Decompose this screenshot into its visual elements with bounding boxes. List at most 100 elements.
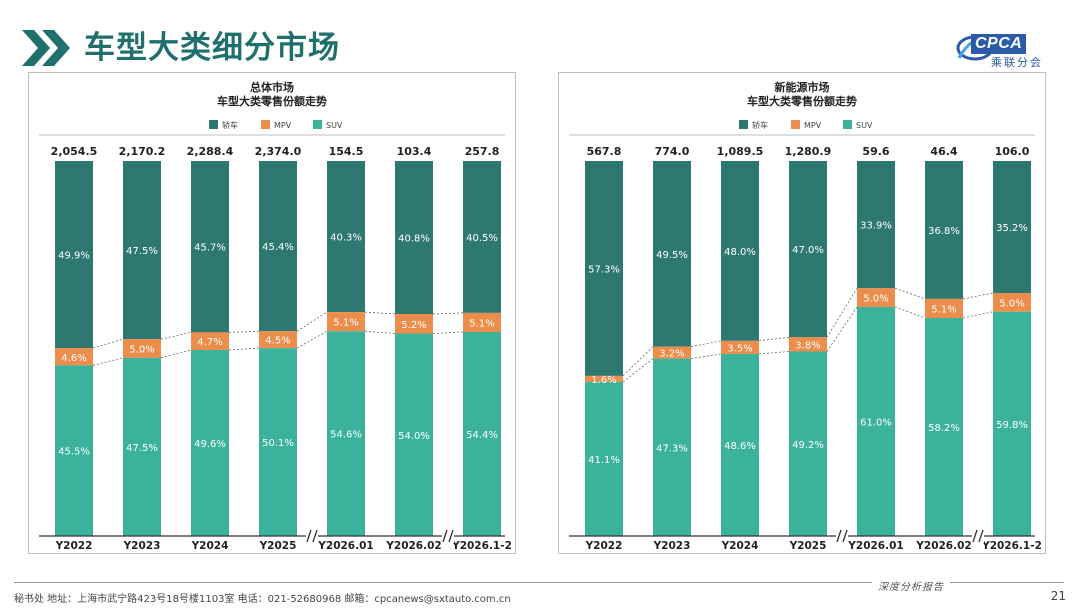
axis-break-gap — [442, 529, 454, 543]
bar-sedan — [857, 161, 895, 289]
bar-mpv — [993, 293, 1031, 312]
axis-break-gap — [836, 529, 848, 543]
legend-swatch — [261, 120, 270, 129]
connector-line — [758, 351, 790, 355]
bar-sedan — [123, 161, 161, 340]
bar-sedan — [463, 161, 501, 313]
data-label-sedan: 36.8% — [928, 226, 960, 237]
data-label-sedan: 35.2% — [996, 223, 1028, 234]
connector-line — [962, 292, 994, 300]
bar-mpv — [789, 337, 827, 352]
bar-mpv — [857, 288, 895, 308]
axis-break-mark — [442, 529, 454, 543]
footer-contact: 秘书处 地址：上海市武宁路423号18号楼1103室 电话：021-526809… — [14, 594, 511, 605]
legend-label: MPV — [274, 121, 292, 130]
legend-item: 轿车 — [209, 120, 238, 130]
chart-subtitle: 车型大类零售份额走势 — [747, 94, 857, 108]
connector-line — [758, 336, 790, 342]
legend-item: MPV — [261, 120, 292, 130]
bar-suv — [123, 357, 161, 536]
legend-item: SUV — [843, 120, 873, 130]
legend-label: 轿车 — [752, 120, 768, 130]
bar-suv — [857, 307, 895, 536]
bar-mpv — [55, 348, 93, 366]
chevron-double-right-icon — [22, 30, 70, 66]
connector-line — [160, 332, 192, 340]
data-label-suv: 45.5% — [58, 447, 90, 458]
total-label: 567.8 — [587, 145, 622, 158]
data-label-suv: 61.0% — [860, 418, 892, 429]
bar-sedan — [395, 161, 433, 314]
axis-break-slash — [972, 529, 978, 543]
bar-sedan — [259, 161, 297, 332]
total-label: 2,170.2 — [119, 145, 166, 158]
footer-tag: 深度分析报告 — [872, 578, 950, 593]
data-label-sedan: 40.5% — [466, 233, 498, 244]
bar-suv — [327, 331, 365, 536]
page-header: 车型大类细分市场 CPCA 乘联分会 — [0, 0, 1080, 72]
data-label-sedan: 49.9% — [58, 251, 90, 262]
x-tick-label: Y2025 — [259, 540, 297, 552]
data-label-sedan: 45.7% — [194, 243, 226, 254]
data-label-mpv: 4.7% — [197, 337, 222, 348]
total-label: 154.5 — [329, 145, 364, 158]
data-label-mpv: 5.0% — [999, 298, 1024, 309]
total-label: 1,089.5 — [717, 145, 764, 158]
bar-mpv — [653, 346, 691, 359]
data-label-suv: 49.6% — [194, 439, 226, 450]
data-label-sedan: 47.5% — [126, 246, 158, 257]
cpca-logo: CPCA 乘联分会 — [955, 30, 1065, 70]
x-tick-label: Y2024 — [721, 540, 759, 552]
bar-mpv — [585, 375, 623, 382]
legend-label: SUV — [856, 121, 873, 130]
x-tick-label: Y2026.1-2 — [981, 540, 1042, 552]
data-label-sedan: 33.9% — [860, 221, 892, 232]
connector-line — [622, 358, 654, 383]
bar-suv — [585, 381, 623, 536]
bar-suv — [55, 365, 93, 536]
connector-line — [228, 330, 260, 333]
connector-line — [690, 340, 722, 347]
bar-mpv — [123, 339, 161, 358]
legend-item: 轿车 — [739, 120, 768, 130]
chart-title: 新能源市场 — [775, 80, 830, 94]
connector-line — [364, 330, 396, 334]
data-label-sedan: 48.0% — [724, 247, 756, 258]
bar-mpv — [721, 340, 759, 354]
data-label-suv: 47.5% — [126, 443, 158, 454]
axis-break-mark — [972, 529, 984, 543]
x-tick-label: Y2024 — [191, 540, 229, 552]
bar-suv — [259, 348, 297, 536]
total-label: 774.0 — [655, 145, 690, 158]
data-label-mpv: 5.1% — [931, 304, 956, 315]
connector-line — [622, 346, 654, 377]
x-tick-label: Y2023 — [653, 540, 691, 552]
data-label-mpv: 3.5% — [727, 343, 752, 354]
x-tick-label: Y2026.1-2 — [451, 540, 512, 552]
page-footer: 深度分析报告 秘书处 地址：上海市武宁路423号18号楼1103室 电话：021… — [0, 578, 1080, 608]
connector-line — [432, 331, 464, 334]
bar-sedan — [327, 161, 365, 313]
legend-label: SUV — [326, 121, 343, 130]
data-label-sedan: 47.0% — [792, 245, 824, 256]
axis-break-gap — [972, 529, 984, 543]
x-tick-label: Y2023 — [123, 540, 161, 552]
axis-break-slash — [842, 529, 848, 543]
connector-line — [364, 311, 396, 315]
data-label-sedan: 45.4% — [262, 242, 294, 253]
chart-legend: 轿车 MPV SUV — [209, 120, 343, 130]
data-label-mpv: 1.6% — [591, 375, 616, 386]
x-tick-label: Y2026.02 — [385, 540, 441, 552]
bar-sedan — [789, 161, 827, 338]
axis-break-slash — [442, 529, 448, 543]
data-label-suv: 41.1% — [588, 455, 620, 466]
data-label-suv: 54.0% — [398, 431, 430, 442]
bar-suv — [191, 350, 229, 536]
bar-suv — [789, 351, 827, 536]
axis-break-slash — [306, 529, 312, 543]
data-label-mpv: 4.6% — [61, 353, 86, 364]
axis-break-slash — [312, 529, 318, 543]
data-label-suv: 50.1% — [262, 438, 294, 449]
connector-line — [690, 353, 722, 359]
